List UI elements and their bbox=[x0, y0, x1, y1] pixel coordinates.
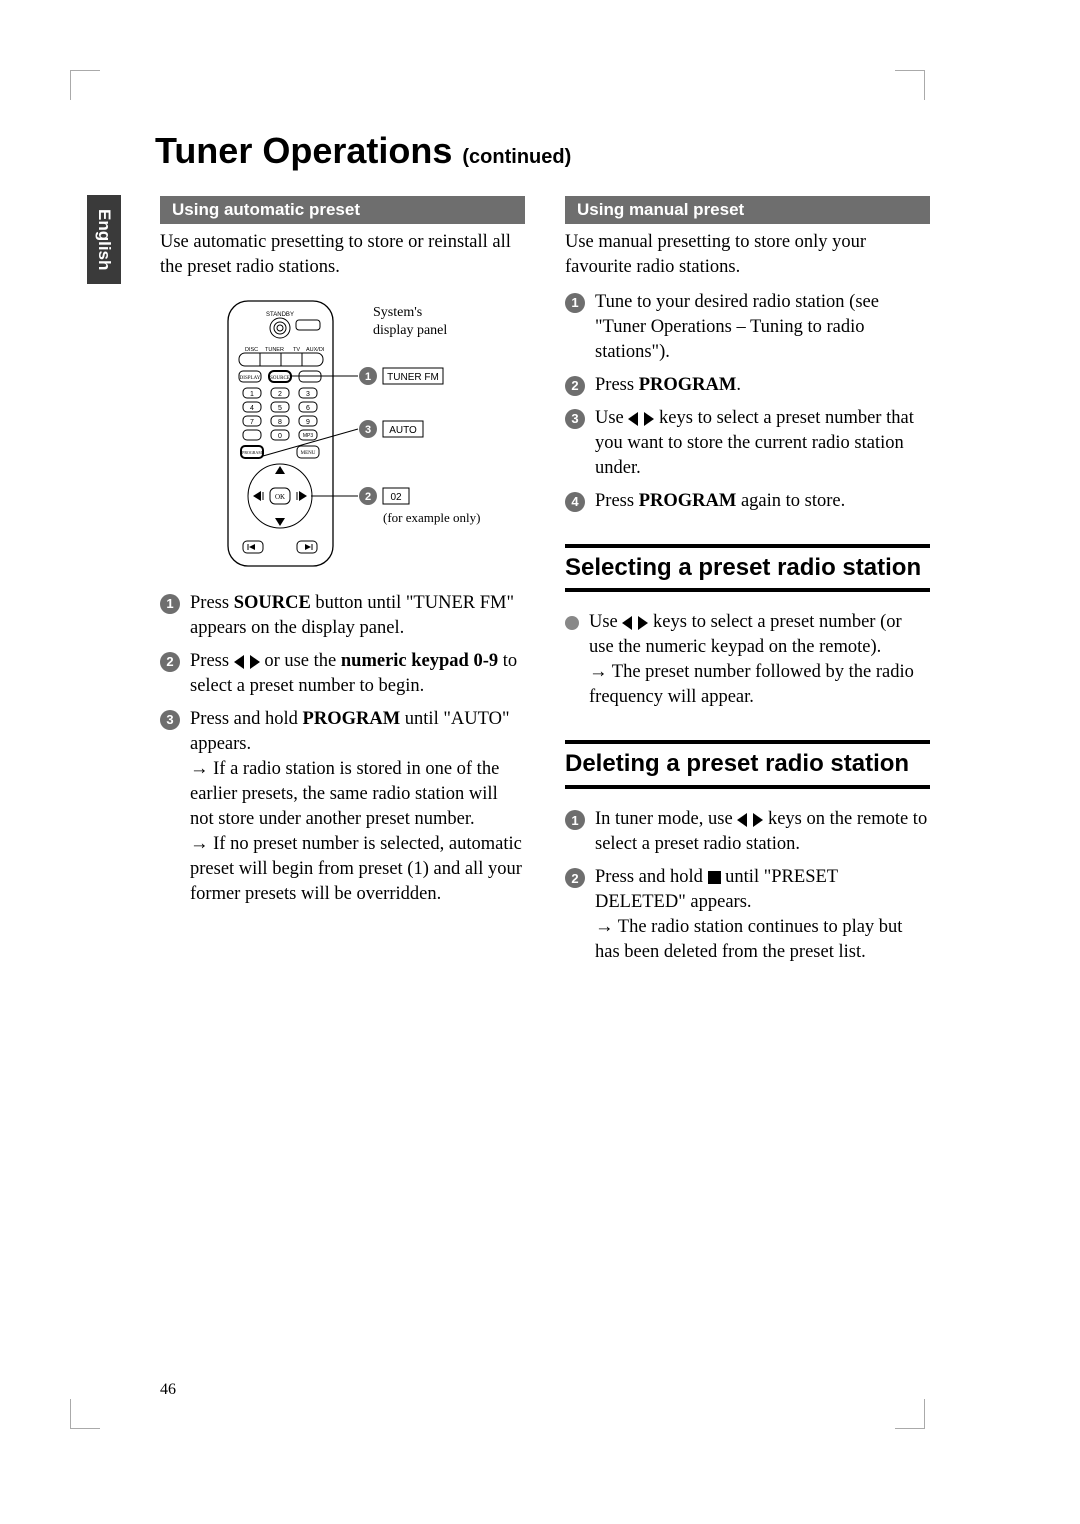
left-right-keys-icon bbox=[628, 412, 654, 426]
standby-label: STANDBY bbox=[266, 312, 294, 318]
fig-caption-top-l2: display panel bbox=[373, 323, 447, 338]
step-number-icon: 4 bbox=[565, 492, 585, 512]
delete-step-2: 2 Press and hold until "PRESET DELETED" … bbox=[565, 865, 930, 965]
program-label: PROGRAM bbox=[303, 709, 401, 729]
text: Press bbox=[190, 593, 234, 613]
result-text: The radio station continues to play but … bbox=[595, 917, 902, 962]
fig-callout-02: 02 bbox=[390, 492, 402, 503]
subheading-selecting-preset: Selecting a preset radio station bbox=[565, 544, 930, 593]
page-title: Tuner Operations (continued) bbox=[155, 130, 990, 172]
svg-text:3: 3 bbox=[364, 424, 370, 436]
svg-text:7: 7 bbox=[250, 419, 254, 426]
svg-text:MENU: MENU bbox=[300, 451, 315, 456]
text: or use the bbox=[260, 651, 341, 671]
left-column: Using automatic preset Use automatic pre… bbox=[160, 196, 525, 973]
text: Press bbox=[190, 651, 234, 671]
title-continued: (continued) bbox=[462, 146, 571, 168]
manual-step-3: 3 Use keys to select a preset number tha… bbox=[565, 406, 930, 481]
step-number-icon: 3 bbox=[160, 710, 180, 730]
svg-text:2: 2 bbox=[278, 391, 282, 398]
result-arrow-icon: → bbox=[589, 662, 608, 682]
left-right-keys-icon bbox=[737, 813, 763, 827]
fig-callout-tuner-fm: TUNER FM bbox=[387, 372, 439, 383]
text: Use bbox=[595, 408, 628, 428]
section-heading-manual-preset: Using manual preset bbox=[565, 196, 930, 224]
svg-text:1: 1 bbox=[250, 391, 254, 398]
manual-step-2: 2 Press PROGRAM. bbox=[565, 373, 930, 398]
step-number-icon: 2 bbox=[160, 652, 180, 672]
text: Tune to your desired radio station (see … bbox=[595, 290, 930, 365]
text: Use bbox=[589, 612, 622, 632]
stop-key-icon bbox=[708, 871, 721, 884]
bullet-icon bbox=[565, 616, 579, 630]
text: Press and hold bbox=[190, 709, 303, 729]
svg-text:MP3: MP3 bbox=[302, 433, 313, 439]
fig-callout-auto: AUTO bbox=[389, 425, 417, 436]
svg-text:AUX/DI: AUX/DI bbox=[306, 347, 325, 353]
step-number-icon: 1 bbox=[565, 810, 585, 830]
text: Press bbox=[595, 375, 639, 395]
fig-caption-bottom: (for example only) bbox=[383, 510, 480, 525]
svg-text:0: 0 bbox=[278, 433, 282, 440]
crop-mark bbox=[70, 1399, 100, 1429]
remote-figure: STANDBY DISC TUNER TV AUX/DI DISPLAY SOU… bbox=[160, 296, 525, 571]
svg-text:TV: TV bbox=[293, 347, 300, 353]
program-label: PROGRAM bbox=[639, 375, 737, 395]
svg-text:DISPLAY: DISPLAY bbox=[239, 376, 260, 381]
manual-step-4: 4 Press PROGRAM again to store. bbox=[565, 489, 930, 514]
page-number: 46 bbox=[160, 1381, 176, 1399]
auto-step-2: 2 Press or use the numeric keypad 0-9 to… bbox=[160, 649, 525, 699]
result-arrow-icon: → bbox=[595, 917, 614, 937]
auto-step-1: 1 Press SOURCE button until "TUNER FM" a… bbox=[160, 591, 525, 641]
step-number-icon: 2 bbox=[565, 376, 585, 396]
auto-preset-intro: Use automatic presetting to store or rei… bbox=[160, 230, 525, 280]
title-main: Tuner Operations bbox=[155, 130, 452, 171]
subheading-deleting-preset: Deleting a preset radio station bbox=[565, 740, 930, 789]
source-label: SOURCE bbox=[234, 593, 311, 613]
language-tab: English bbox=[87, 195, 121, 284]
result-text: The preset number followed by the radio … bbox=[589, 662, 914, 707]
svg-text:SOURCE: SOURCE bbox=[270, 376, 290, 381]
svg-text:3: 3 bbox=[306, 391, 310, 398]
left-right-keys-icon bbox=[622, 616, 648, 630]
text: . bbox=[736, 375, 741, 395]
section-heading-auto-preset: Using automatic preset bbox=[160, 196, 525, 224]
result-text: If a radio station is stored in one of t… bbox=[190, 759, 499, 829]
svg-text:4: 4 bbox=[250, 405, 254, 412]
svg-text:OK: OK bbox=[274, 493, 284, 501]
result-text: If no preset number is selected, automat… bbox=[190, 834, 522, 904]
text: Press bbox=[595, 491, 639, 511]
svg-text:8: 8 bbox=[278, 419, 282, 426]
step-number-icon: 3 bbox=[565, 409, 585, 429]
numeric-keypad-label: numeric keypad 0-9 bbox=[341, 651, 498, 671]
right-column: Using manual preset Use manual presettin… bbox=[565, 196, 930, 973]
selecting-bullet: Use keys to select a preset number (or u… bbox=[565, 610, 930, 710]
svg-text:PROGRAM: PROGRAM bbox=[242, 450, 262, 455]
program-label: PROGRAM bbox=[639, 491, 737, 511]
svg-text:2: 2 bbox=[364, 491, 370, 503]
svg-text:5: 5 bbox=[278, 405, 282, 412]
text: In tuner mode, use bbox=[595, 809, 737, 829]
result-arrow-icon: → bbox=[190, 759, 209, 779]
manual-step-1: 1 Tune to your desired radio station (se… bbox=[565, 290, 930, 365]
auto-step-3: 3 Press and hold PROGRAM until "AUTO" ap… bbox=[160, 707, 525, 907]
crop-mark bbox=[895, 70, 925, 100]
svg-text:DISC: DISC bbox=[245, 347, 258, 353]
svg-text:1: 1 bbox=[364, 371, 370, 383]
delete-step-1: 1 In tuner mode, use keys on the remote … bbox=[565, 807, 930, 857]
step-number-icon: 1 bbox=[160, 594, 180, 614]
text: again to store. bbox=[736, 491, 845, 511]
crop-mark bbox=[70, 70, 100, 100]
svg-text:9: 9 bbox=[306, 419, 310, 426]
step-number-icon: 2 bbox=[565, 868, 585, 888]
result-arrow-icon: → bbox=[190, 834, 209, 854]
svg-text:TUNER: TUNER bbox=[265, 347, 284, 353]
crop-mark bbox=[895, 1399, 925, 1429]
text: Press and hold bbox=[595, 867, 708, 887]
fig-caption-top-l1: System's bbox=[373, 305, 422, 320]
svg-text:6: 6 bbox=[306, 405, 310, 412]
manual-preset-intro: Use manual presetting to store only your… bbox=[565, 230, 930, 280]
left-right-keys-icon bbox=[234, 655, 260, 669]
step-number-icon: 1 bbox=[565, 293, 585, 313]
